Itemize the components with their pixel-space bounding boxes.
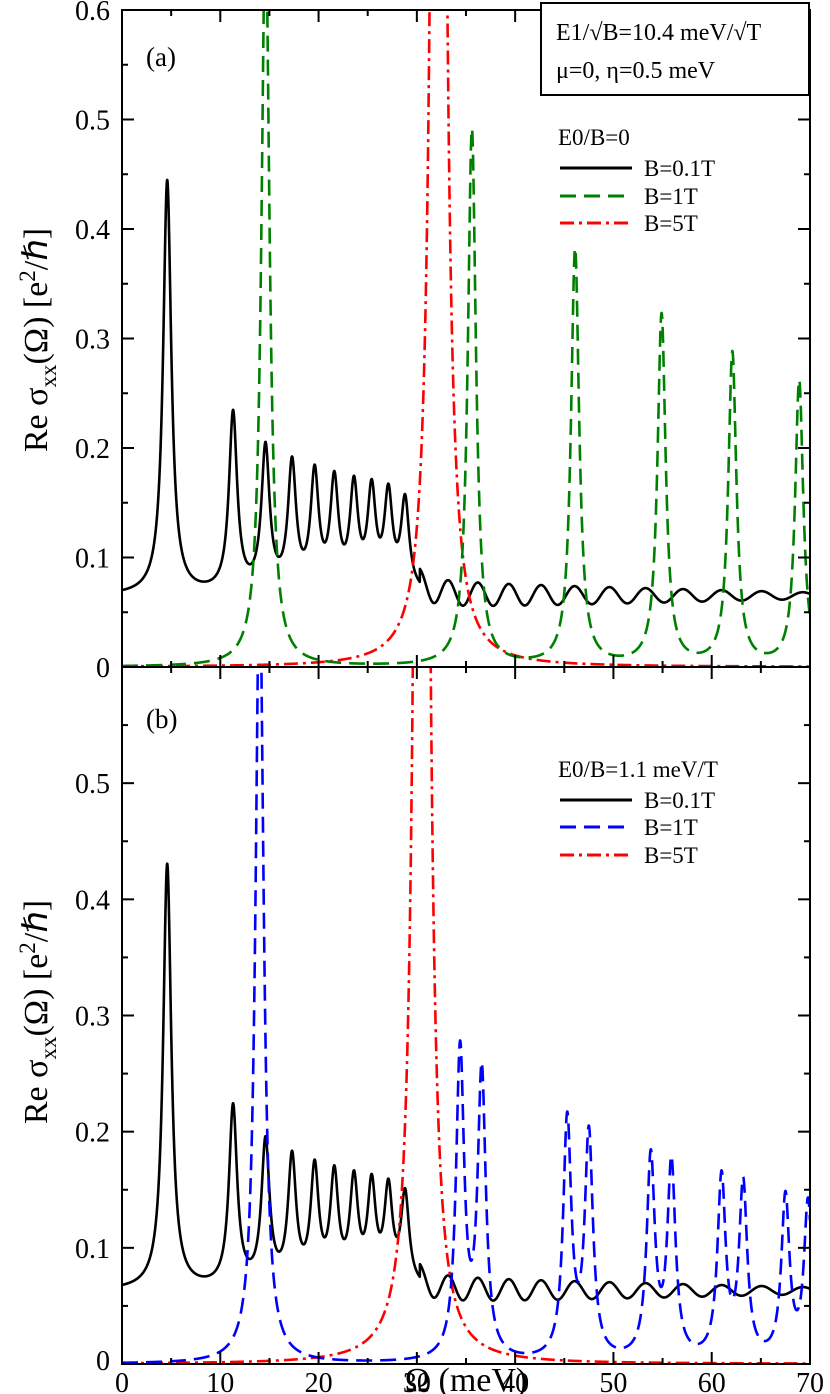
panel-a-y-tick-label: 0.6: [75, 0, 110, 27]
panel-b-legend-label-1: B=1T: [644, 815, 698, 840]
panel-b-series-line-0: [122, 862, 810, 1302]
panel-a-frame: [121, 9, 811, 668]
panel-a-series-line-0: [122, 178, 810, 608]
panel-b-legend-label-0: B=0.1T: [644, 788, 715, 813]
panel-a-y-tick-label: 0.5: [75, 106, 110, 137]
panel-b-y-tick-labels: 0 0.1 0.2 0.3 0.4 0.5: [75, 769, 110, 1377]
panel-b-y-tick-label: 0.4: [75, 885, 110, 916]
panel-a-y-axis-title: Re σxx(Ω) [e2/ℏ]: [15, 228, 61, 452]
panel-b-x-tick-labels: 0 10 20 30 40 50 60 70: [115, 1368, 824, 1394]
panel-b-y-tick-label: 0: [96, 1346, 110, 1377]
panel-a: 0 0.1 0.2 0.3 0.4 0.5 0.6 (a) E1/√B=10.4 meV/√…: [15, 0, 811, 684]
x-tick-label: 10: [206, 1368, 234, 1394]
panel-b-y-tick-label: 0.3: [75, 1002, 110, 1033]
panel-b-legend-label-2: B=5T: [644, 843, 698, 868]
panel-a-legend-title: E0/B=0: [558, 125, 630, 150]
panel-b-legend: E0/B=1.1 meV/T B=0.1T B=1T B=5T: [558, 757, 718, 868]
x-tick-label: 20: [305, 1368, 333, 1394]
panel-b-curves: [122, 667, 810, 1364]
panel-b-y-axis-title: Re σxx(Ω) [e2/ℏ]: [15, 900, 61, 1124]
x-tick-label: 60: [698, 1368, 726, 1394]
panel-a-ticks: [121, 9, 811, 668]
panel-a-y-tick-labels: 0 0.1 0.2 0.3 0.4 0.5 0.6: [75, 0, 110, 684]
x-axis-title: Ω (meV): [405, 1362, 528, 1394]
panel-b-y-tick-label: 0.5: [75, 769, 110, 800]
x-tick-label: 0: [115, 1368, 129, 1394]
panel-a-y-tick-label: 0.1: [75, 544, 110, 575]
panel-a-y-tick-label: 0: [96, 653, 110, 684]
panel-b-y-tick-label: 0.1: [75, 1234, 110, 1265]
panel-b: 0 0.1 0.2 0.3 0.4 0.5 0 10 20 30 40 50 60 70 (b) E0/…: [15, 666, 824, 1394]
panel-b-legend-title: E0/B=1.1 meV/T: [558, 757, 718, 782]
panel-a-legend-label-0: B=0.1T: [644, 156, 715, 181]
panel-b-series-line-1: [122, 667, 810, 1364]
panel-a-y-tick-label: 0.4: [75, 215, 110, 246]
x-tick-label: 40: [501, 1368, 529, 1394]
info-box-line-2: μ=0, η=0.5 meV: [556, 58, 716, 84]
panel-a-curves: [122, 10, 810, 667]
panel-a-legend: E0/B=0 B=0.1T B=1T B=5T: [558, 125, 715, 236]
panel-a-y-tick-label: 0.2: [75, 434, 110, 465]
x-tick-label: 50: [599, 1368, 627, 1394]
panel-b-ticks: [121, 666, 811, 1365]
panel-a-legend-label-2: B=5T: [644, 211, 698, 236]
panel-a-label: (a): [146, 42, 176, 72]
panel-b-y-tick-label: 0.2: [75, 1118, 110, 1149]
panel-a-y-tick-label: 0.3: [75, 325, 110, 356]
x-tick-label: 30: [403, 1368, 431, 1394]
panel-a-series-line-2: [122, 10, 810, 667]
info-box: E1/√B=10.4 meV/√T μ=0, η=0.5 meV: [540, 2, 810, 96]
x-tick-label: 70: [796, 1368, 824, 1394]
panel-a-series-line-1: [122, 10, 810, 667]
info-box-line-1: E1/√B=10.4 meV/√T: [556, 20, 762, 46]
panel-b-label: (b): [146, 704, 177, 734]
panel-a-legend-label-1: B=1T: [644, 184, 698, 209]
